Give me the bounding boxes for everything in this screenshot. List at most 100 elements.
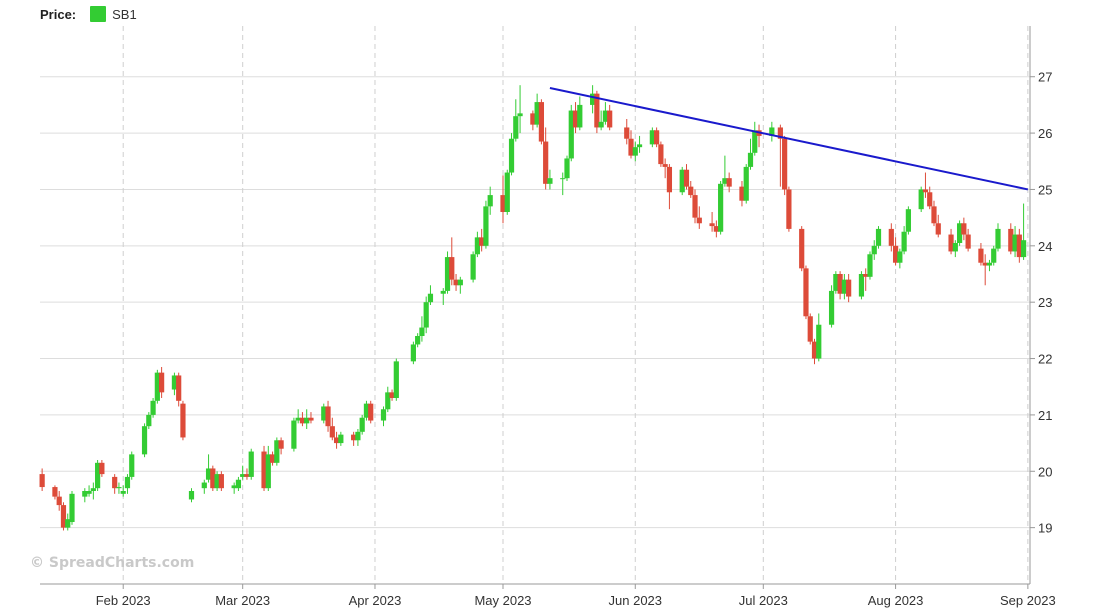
candle (449, 237, 455, 286)
candle (624, 119, 630, 145)
candle (833, 271, 839, 294)
candle (538, 99, 545, 145)
candle-body (982, 262, 988, 266)
candle (875, 226, 882, 249)
candle-body (368, 403, 374, 421)
y-axis: 19 20 21 22 23 24 25 26 27 (1029, 26, 1052, 584)
candle-body (846, 279, 852, 297)
candle (299, 412, 306, 427)
candle (892, 237, 899, 266)
candle-body (931, 206, 937, 224)
candle (816, 313, 822, 362)
candle (590, 85, 596, 114)
candle-body (833, 274, 839, 291)
candle-body (892, 245, 899, 263)
candle (159, 367, 165, 398)
y-tick-label: 24 (1038, 239, 1052, 254)
candle-body (141, 426, 148, 455)
candle-body (688, 186, 694, 196)
candle (722, 155, 728, 187)
candle (321, 403, 327, 424)
candle-body (380, 409, 387, 421)
candle (692, 189, 698, 224)
x-tick-label: Aug 2023 (868, 593, 924, 608)
candle (304, 409, 310, 429)
candle-body (359, 417, 365, 432)
candle-body (291, 420, 297, 449)
candle-body (811, 341, 818, 359)
candle-body (1008, 228, 1014, 252)
candle (86, 485, 92, 497)
candle-body (231, 485, 237, 489)
candle-body (333, 437, 340, 444)
candle (718, 181, 724, 235)
candle-body (628, 138, 634, 156)
candle (129, 451, 135, 480)
candle (628, 130, 634, 159)
candle-body (154, 372, 160, 401)
x-tick-label: Apr 2023 (349, 593, 402, 608)
candle-body (483, 206, 489, 246)
candle (141, 423, 148, 458)
candle (572, 102, 579, 134)
candle (871, 240, 877, 260)
candle (453, 274, 459, 291)
candle-body (295, 417, 301, 421)
candle (513, 99, 519, 142)
candle (995, 223, 1001, 252)
candle-body (547, 178, 553, 184)
candle-body (325, 406, 331, 427)
candle (602, 102, 609, 125)
candle (479, 228, 485, 252)
candle (577, 96, 583, 131)
candle-body (444, 257, 451, 291)
candle (863, 268, 869, 291)
candle (956, 220, 963, 246)
candle (688, 181, 694, 198)
candle (905, 206, 911, 235)
candle (935, 214, 941, 238)
candle-body (479, 237, 485, 246)
x-tick-label: Sep 2023 (1000, 593, 1056, 608)
candle-body (188, 491, 195, 500)
trendline-group (549, 87, 1029, 191)
candle (474, 231, 480, 258)
candle-body (816, 324, 822, 359)
candle-body (743, 166, 749, 201)
candle (427, 285, 434, 305)
candle (807, 313, 813, 345)
candle-body (415, 336, 421, 345)
candle (415, 333, 421, 348)
candle-body (722, 178, 728, 184)
candle (351, 431, 357, 446)
candle (95, 460, 101, 491)
candle-body (538, 102, 545, 142)
candle-body (180, 403, 186, 438)
candle-body (112, 476, 118, 489)
candle-body (799, 228, 805, 269)
candle (564, 155, 570, 181)
candle-body (299, 417, 306, 424)
candle (295, 409, 301, 424)
candle (419, 316, 425, 342)
candle-body (922, 189, 929, 193)
candle (291, 417, 297, 452)
candle-body (146, 414, 152, 427)
candle (858, 271, 865, 300)
candle (265, 445, 271, 491)
watermark: © SpreadCharts.com (30, 555, 194, 571)
candle-body (210, 468, 216, 489)
candle (150, 398, 156, 418)
candle-body (261, 451, 267, 489)
candle-body (534, 102, 540, 125)
candle-body (624, 127, 630, 139)
legend-swatch (90, 6, 107, 22)
candle (841, 274, 847, 300)
candle-body (176, 375, 182, 401)
candle-body (875, 228, 882, 246)
candle-body (129, 454, 135, 477)
candle-body (564, 158, 570, 179)
x-tick-label: Jun 2023 (609, 593, 663, 608)
candle (393, 358, 399, 401)
